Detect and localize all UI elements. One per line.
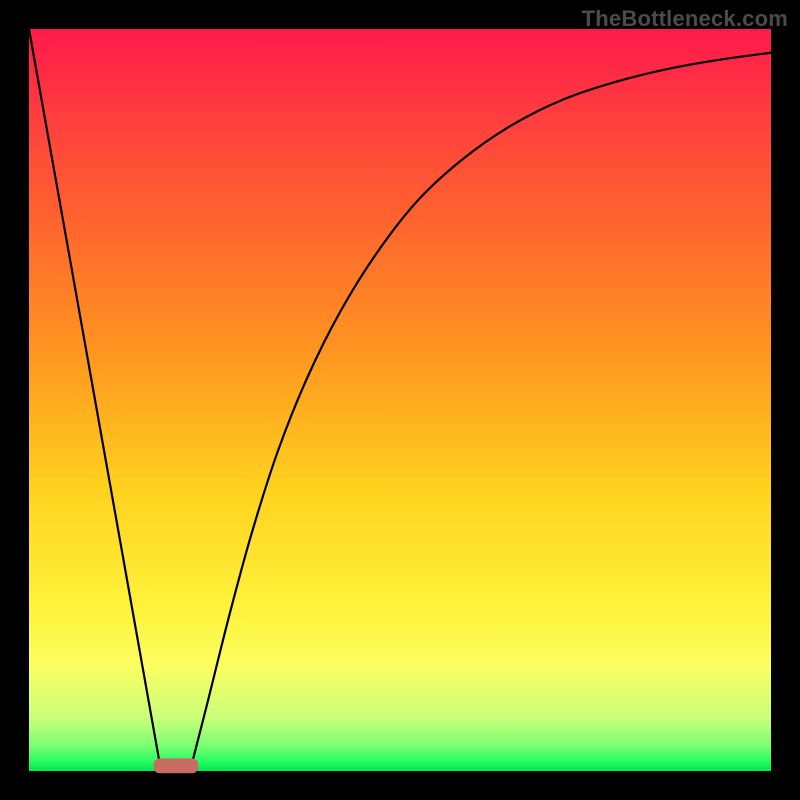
bottleneck-chart-svg: [0, 0, 800, 800]
chart-container: TheBottleneck.com: [0, 0, 800, 800]
minimum-marker: [154, 758, 199, 773]
watermark-text: TheBottleneck.com: [582, 6, 788, 32]
